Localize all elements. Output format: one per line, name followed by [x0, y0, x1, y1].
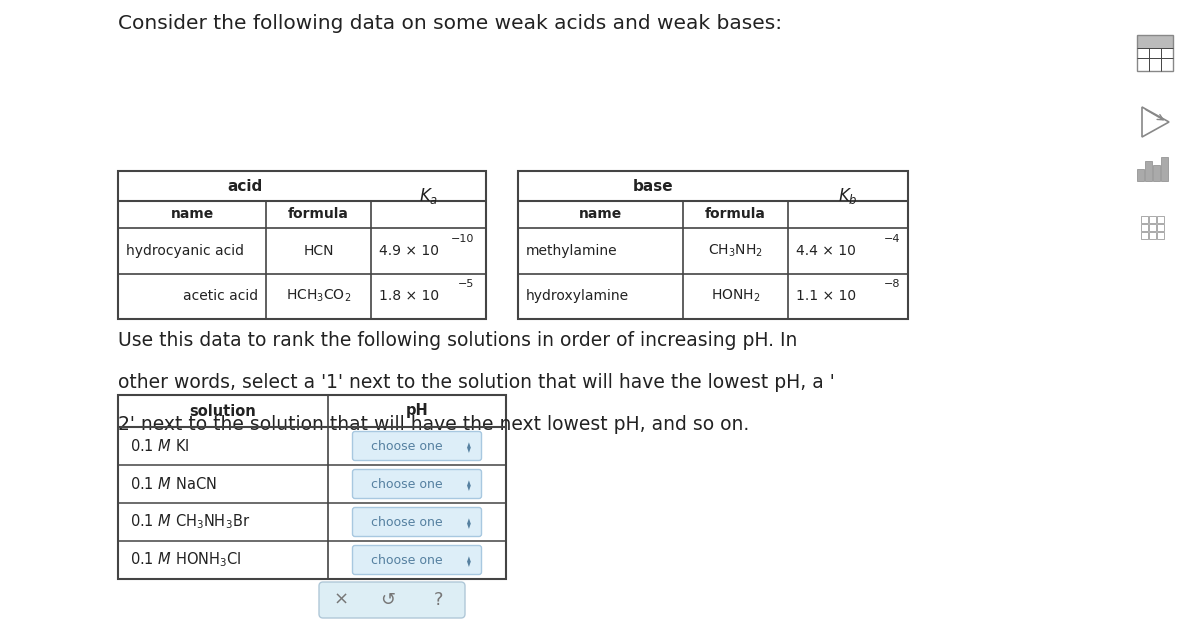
Text: $K_b$: $K_b$ — [838, 186, 858, 207]
Bar — [518, 171, 908, 319]
Text: −10: −10 — [451, 234, 474, 244]
Bar — [1138, 35, 1174, 48]
Text: hydrocyanic acid: hydrocyanic acid — [126, 244, 244, 258]
Text: HCN: HCN — [304, 244, 334, 258]
Text: −5: −5 — [457, 279, 474, 289]
Bar — [1150, 216, 1156, 223]
Bar — [1157, 224, 1164, 231]
Text: 1.1 × 10: 1.1 × 10 — [796, 289, 856, 303]
Text: 4.9 × 10: 4.9 × 10 — [379, 244, 439, 258]
Text: formula: formula — [288, 207, 349, 222]
Text: 0.1 $\mathit{M}$ KI: 0.1 $\mathit{M}$ KI — [130, 438, 190, 454]
Bar — [118, 395, 506, 579]
Text: Use this data to rank the following solutions in order of increasing pH. In: Use this data to rank the following solu… — [118, 331, 797, 350]
FancyBboxPatch shape — [319, 582, 466, 618]
Bar — [1141, 224, 1148, 231]
FancyBboxPatch shape — [353, 508, 481, 537]
Text: $\mathrm{CH_3NH_2}$: $\mathrm{CH_3NH_2}$ — [708, 243, 763, 259]
Text: ◄►: ◄► — [464, 516, 474, 528]
Text: name: name — [170, 207, 214, 222]
Text: hydroxylamine: hydroxylamine — [526, 289, 629, 303]
Bar — [1138, 169, 1144, 181]
Text: base: base — [632, 178, 673, 194]
Text: formula: formula — [706, 207, 766, 222]
Text: other words, select a '1' next to the solution that will have the lowest pH, a ': other words, select a '1' next to the so… — [118, 373, 835, 392]
Text: $\mathrm{HONH_2}$: $\mathrm{HONH_2}$ — [710, 288, 761, 305]
FancyBboxPatch shape — [353, 545, 481, 574]
Bar — [1153, 165, 1160, 181]
Text: acetic acid: acetic acid — [182, 289, 258, 303]
Text: $K_a$: $K_a$ — [419, 186, 438, 207]
Bar — [1150, 232, 1156, 239]
Bar — [1138, 35, 1174, 71]
Text: ↺: ↺ — [380, 591, 396, 609]
Text: solution: solution — [190, 404, 257, 418]
Text: ◄►: ◄► — [464, 554, 474, 566]
Text: choose one: choose one — [371, 553, 443, 566]
Bar — [1141, 232, 1148, 239]
Text: 1.8 × 10: 1.8 × 10 — [379, 289, 439, 303]
Text: ?: ? — [433, 591, 443, 609]
Text: ◄►: ◄► — [464, 478, 474, 490]
Bar — [118, 171, 486, 319]
Text: ×: × — [334, 591, 348, 609]
Text: choose one: choose one — [371, 439, 443, 452]
Text: 0.1 $\mathit{M}$ CH$_3$NH$_3$Br: 0.1 $\mathit{M}$ CH$_3$NH$_3$Br — [130, 513, 251, 531]
Text: 2' next to the solution that will have the next lowest pH, and so on.: 2' next to the solution that will have t… — [118, 415, 749, 434]
Text: 4.4 × 10: 4.4 × 10 — [796, 244, 856, 258]
Bar — [1141, 216, 1148, 223]
Bar — [1145, 161, 1152, 181]
Text: ◄►: ◄► — [464, 440, 474, 452]
Text: choose one: choose one — [371, 477, 443, 490]
Text: 0.1 $\mathit{M}$ NaCN: 0.1 $\mathit{M}$ NaCN — [130, 476, 217, 492]
Text: name: name — [578, 207, 622, 222]
Text: 0.1 $\mathit{M}$ HONH$_3$Cl: 0.1 $\mathit{M}$ HONH$_3$Cl — [130, 551, 241, 569]
Text: −8: −8 — [883, 279, 900, 289]
Bar — [1157, 232, 1164, 239]
FancyBboxPatch shape — [353, 469, 481, 498]
Bar — [1157, 216, 1164, 223]
Text: pH: pH — [406, 404, 428, 418]
Bar — [1150, 224, 1156, 231]
Text: acid: acid — [227, 178, 262, 194]
Text: −4: −4 — [883, 234, 900, 244]
FancyBboxPatch shape — [353, 431, 481, 461]
Text: $\mathrm{HCH_3CO_2}$: $\mathrm{HCH_3CO_2}$ — [286, 288, 352, 305]
Bar — [1162, 157, 1168, 181]
Text: methylamine: methylamine — [526, 244, 618, 258]
Text: Consider the following data on some weak acids and weak bases:: Consider the following data on some weak… — [118, 14, 782, 33]
Text: choose one: choose one — [371, 516, 443, 529]
